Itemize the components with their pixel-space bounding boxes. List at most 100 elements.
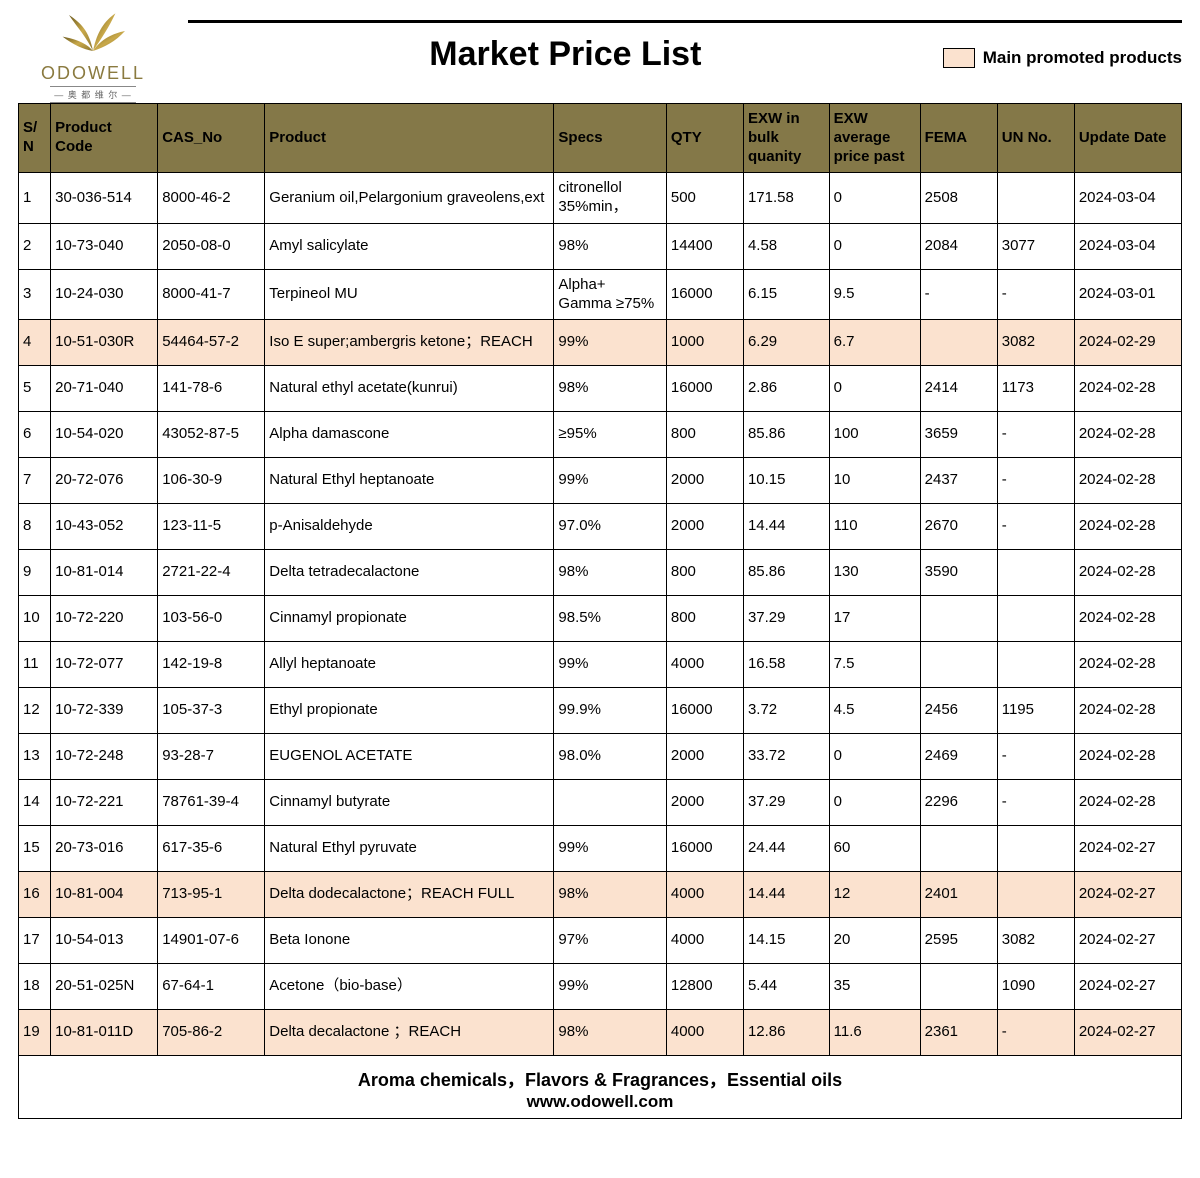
cell-code: 10-24-030 — [51, 269, 158, 320]
cell-un: 1090 — [997, 964, 1074, 1010]
cell-exw_bulk: 3.72 — [743, 688, 829, 734]
cell-code: 10-43-052 — [51, 504, 158, 550]
cell-date: 2024-02-29 — [1074, 320, 1181, 366]
cell-exw_bulk: 4.58 — [743, 223, 829, 269]
cell-sn: 14 — [19, 780, 51, 826]
cell-un: 3082 — [997, 918, 1074, 964]
cell-qty: 2000 — [666, 780, 743, 826]
cell-product: Delta decalactone ；REACH — [265, 1010, 554, 1056]
cell-specs: 98.0% — [554, 734, 666, 780]
table-row: 1310-72-24893-28-7EUGENOL ACETATE98.0%20… — [19, 734, 1182, 780]
cell-code: 20-73-016 — [51, 826, 158, 872]
cell-un — [997, 642, 1074, 688]
cell-un — [997, 826, 1074, 872]
cell-sn: 18 — [19, 964, 51, 1010]
cell-fema — [920, 826, 997, 872]
cell-qty: 800 — [666, 596, 743, 642]
cell-exw_avg: 7.5 — [829, 642, 920, 688]
table-header-row: S/NProduct CodeCAS_NoProductSpecsQTYEXW … — [19, 104, 1182, 173]
cell-date: 2024-02-28 — [1074, 412, 1181, 458]
cell-code: 10-81-004 — [51, 872, 158, 918]
cell-cas: 713-95-1 — [158, 872, 265, 918]
cell-code: 20-71-040 — [51, 366, 158, 412]
cell-specs: 99% — [554, 642, 666, 688]
col-cas: CAS_No — [158, 104, 265, 173]
table-row: 810-43-052123-11-5p-Anisaldehyde97.0%200… — [19, 504, 1182, 550]
cell-cas: 2050-08-0 — [158, 223, 265, 269]
cell-exw_bulk: 14.15 — [743, 918, 829, 964]
table-row: 1820-51-025N67-64-1Acetone（bio-base）99%1… — [19, 964, 1182, 1010]
cell-qty: 2000 — [666, 504, 743, 550]
table-row: 610-54-02043052-87-5Alpha damascone≥95%8… — [19, 412, 1182, 458]
col-fema: FEMA — [920, 104, 997, 173]
cell-fema: 2296 — [920, 780, 997, 826]
cell-qty: 4000 — [666, 918, 743, 964]
footer-line1: Aroma chemicals，Flavors & Fragrances，Ess… — [19, 1066, 1181, 1092]
cell-un: - — [997, 1010, 1074, 1056]
cell-specs: 97% — [554, 918, 666, 964]
col-qty: QTY — [666, 104, 743, 173]
cell-fema: 2414 — [920, 366, 997, 412]
cell-date: 2024-02-27 — [1074, 918, 1181, 964]
cell-cas: 43052-87-5 — [158, 412, 265, 458]
cell-cas: 54464-57-2 — [158, 320, 265, 366]
cell-qty: 800 — [666, 412, 743, 458]
table-row: 720-72-076106-30-9Natural Ethyl heptanoa… — [19, 458, 1182, 504]
cell-product: p-Anisaldehyde — [265, 504, 554, 550]
cell-specs: citronellol 35%min， — [554, 173, 666, 224]
cell-exw_bulk: 10.15 — [743, 458, 829, 504]
cell-code: 10-54-013 — [51, 918, 158, 964]
table-row: 130-036-5148000-46-2Geranium oil,Pelargo… — [19, 173, 1182, 224]
footer: Aroma chemicals，Flavors & Fragrances，Ess… — [18, 1056, 1182, 1119]
cell-qty: 4000 — [666, 1010, 743, 1056]
legend: Main promoted products — [943, 48, 1182, 68]
cell-qty: 16000 — [666, 269, 743, 320]
cell-exw_avg: 12 — [829, 872, 920, 918]
cell-date: 2024-02-27 — [1074, 1010, 1181, 1056]
cell-date: 2024-02-27 — [1074, 964, 1181, 1010]
cell-un: - — [997, 734, 1074, 780]
cell-exw_bulk: 12.86 — [743, 1010, 829, 1056]
cell-specs: 99% — [554, 320, 666, 366]
cell-specs: 98% — [554, 223, 666, 269]
cell-cas: 106-30-9 — [158, 458, 265, 504]
cell-code: 10-72-221 — [51, 780, 158, 826]
cell-sn: 8 — [19, 504, 51, 550]
cell-qty: 2000 — [666, 458, 743, 504]
cell-date: 2024-03-04 — [1074, 173, 1181, 224]
cell-code: 20-72-076 — [51, 458, 158, 504]
cell-product: Acetone（bio-base） — [265, 964, 554, 1010]
cell-exw_bulk: 5.44 — [743, 964, 829, 1010]
cell-date: 2024-02-27 — [1074, 826, 1181, 872]
cell-qty: 4000 — [666, 872, 743, 918]
cell-sn: 9 — [19, 550, 51, 596]
cell-specs: 98.5% — [554, 596, 666, 642]
cell-specs: 98% — [554, 1010, 666, 1056]
table-row: 1010-72-220103-56-0Cinnamyl propionate98… — [19, 596, 1182, 642]
cell-exw_avg: 0 — [829, 734, 920, 780]
cell-product: Geranium oil,Pelargonium graveolens,ext — [265, 173, 554, 224]
cell-fema: 2401 — [920, 872, 997, 918]
cell-cas: 105-37-3 — [158, 688, 265, 734]
cell-qty: 16000 — [666, 688, 743, 734]
cell-specs: 98% — [554, 366, 666, 412]
cell-exw_avg: 0 — [829, 223, 920, 269]
cell-product: Delta dodecalactone；REACH FULL — [265, 872, 554, 918]
cell-fema: 2508 — [920, 173, 997, 224]
cell-qty: 14400 — [666, 223, 743, 269]
cell-exw_avg: 0 — [829, 173, 920, 224]
cell-un — [997, 550, 1074, 596]
legend-label: Main promoted products — [983, 48, 1182, 68]
cell-fema: 3659 — [920, 412, 997, 458]
cell-exw_avg: 110 — [829, 504, 920, 550]
cell-specs: 98% — [554, 550, 666, 596]
cell-qty: 16000 — [666, 826, 743, 872]
col-exw_avg: EXW average price past — [829, 104, 920, 173]
cell-exw_avg: 20 — [829, 918, 920, 964]
cell-exw_avg: 100 — [829, 412, 920, 458]
cell-exw_avg: 0 — [829, 366, 920, 412]
cell-date: 2024-02-28 — [1074, 366, 1181, 412]
table-row: 1110-72-077142-19-8Allyl heptanoate99%40… — [19, 642, 1182, 688]
cell-cas: 78761-39-4 — [158, 780, 265, 826]
cell-cas: 14901-07-6 — [158, 918, 265, 964]
